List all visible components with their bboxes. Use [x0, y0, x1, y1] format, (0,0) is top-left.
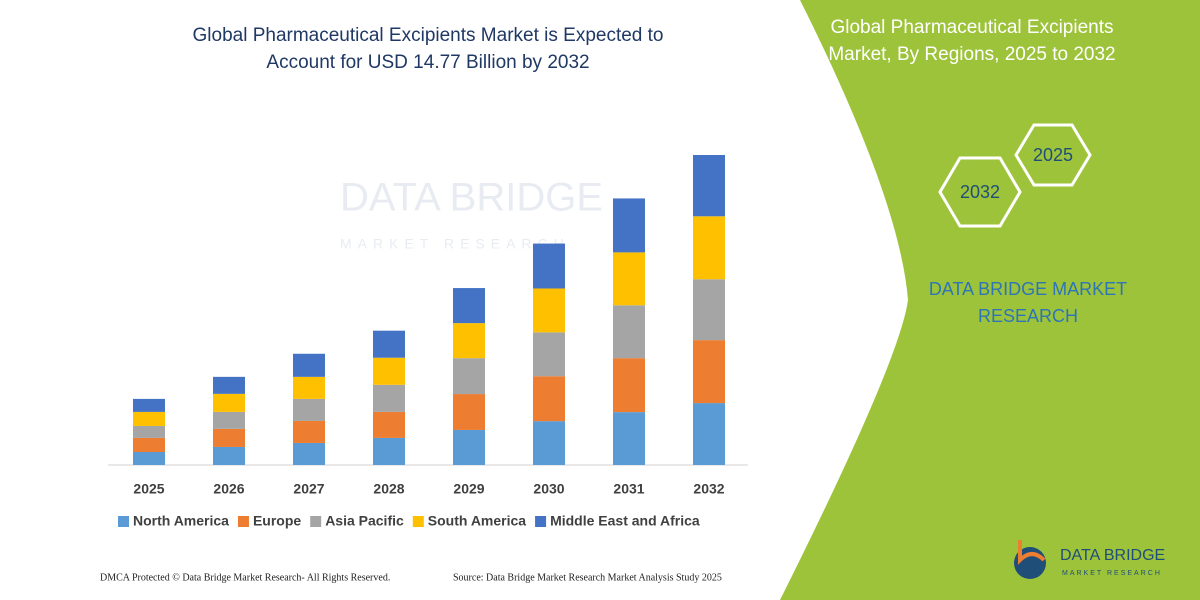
legend-label: Asia Pacific [325, 513, 404, 529]
panel-title: Global Pharmaceutical Excipients [830, 17, 1113, 38]
legend-swatch [237, 516, 249, 527]
bar-segment [693, 340, 725, 404]
bar-segment [453, 323, 485, 359]
bar-segment [533, 243, 565, 289]
watermark-brand: DATA BRIDGE [340, 176, 603, 220]
logo-icon [1018, 540, 1046, 565]
bar-segment [213, 376, 245, 394]
bar-segment [613, 412, 645, 465]
bar-segment [453, 358, 485, 395]
bar-segment [213, 446, 245, 465]
x-tick-label: 2030 [533, 481, 564, 497]
bar-segment [373, 384, 405, 412]
x-tick-label: 2032 [693, 481, 724, 497]
x-tick-label: 2029 [453, 481, 484, 497]
legend-label: South America [428, 513, 526, 529]
bar-segment [213, 411, 245, 429]
panel-brand: DATA BRIDGE MARKET [929, 279, 1127, 299]
bar-segment [693, 216, 725, 280]
x-tick-label: 2027 [293, 481, 324, 497]
bar-segment [453, 394, 485, 430]
footer-right: Source: Data Bridge Market Research Mark… [453, 572, 722, 583]
panel-brand: RESEARCH [978, 306, 1078, 326]
bar-segment [293, 353, 325, 377]
bar-segment [373, 411, 405, 438]
hexagon-label: 2025 [1033, 145, 1073, 165]
bar-segment [453, 288, 485, 324]
bar-segment [293, 442, 325, 465]
hexagon [938, 156, 1022, 228]
bar-segment [613, 358, 645, 413]
panel-title: Market, By Regions, 2025 to 2032 [828, 44, 1115, 65]
x-tick-label: 2025 [133, 481, 164, 497]
bar-segment [293, 420, 325, 443]
hexagon [1014, 123, 1092, 187]
bar-segment [293, 398, 325, 421]
x-tick-label: 2026 [213, 481, 244, 497]
bar-segment [693, 403, 725, 465]
legend-label: North America [133, 513, 229, 529]
x-tick-label: 2028 [373, 481, 404, 497]
bar-segment [293, 376, 325, 399]
bar-segment [533, 288, 565, 333]
watermark-tagline: MARKET RESEARCH [340, 236, 570, 252]
side-panel [780, 0, 1200, 600]
hexagon-label: 2032 [960, 182, 1000, 202]
bar-segment [373, 330, 405, 358]
bar-segment [533, 376, 565, 422]
bar-segment [533, 421, 565, 465]
bar-segment [133, 437, 165, 452]
bar-segment [133, 398, 165, 412]
bar-segment [213, 428, 245, 447]
bar-segment [213, 393, 245, 412]
bar-segment [613, 305, 645, 359]
chart-subtitle: Account for USD 14.77 Billion by 2032 [266, 52, 589, 73]
legend-swatch [118, 516, 129, 527]
bar-segment [133, 425, 165, 438]
logo-tagline: MARKET RESEARCH [1062, 570, 1162, 577]
plot: 2025 2026 2027 2028 2029 2030 2031 2032 North Am… [118, 155, 725, 529]
legend-swatch [412, 516, 424, 527]
bar-segment [613, 252, 645, 306]
bar-segment [693, 279, 725, 341]
logo-brand: DATA BRIDGE [1060, 547, 1165, 564]
bar-segment [373, 437, 405, 465]
legend-swatch [310, 516, 322, 527]
legend-label: Middle East and Africa [550, 513, 700, 529]
bar-segment [613, 198, 645, 253]
bar-segment [133, 411, 165, 426]
legend-swatch [535, 516, 547, 527]
bar-segment [373, 357, 405, 385]
x-tick-label: 2031 [613, 481, 644, 497]
footer-left: DMCA Protected © Data Bridge Market Rese… [100, 572, 390, 583]
legend-label: Europe [253, 513, 301, 529]
bar-segment [453, 429, 485, 465]
chart-title: Global Pharmaceutical Excipients Market … [193, 25, 664, 46]
bar-segment [693, 155, 725, 217]
bar-segment [533, 332, 565, 377]
bar-segment [133, 451, 165, 465]
